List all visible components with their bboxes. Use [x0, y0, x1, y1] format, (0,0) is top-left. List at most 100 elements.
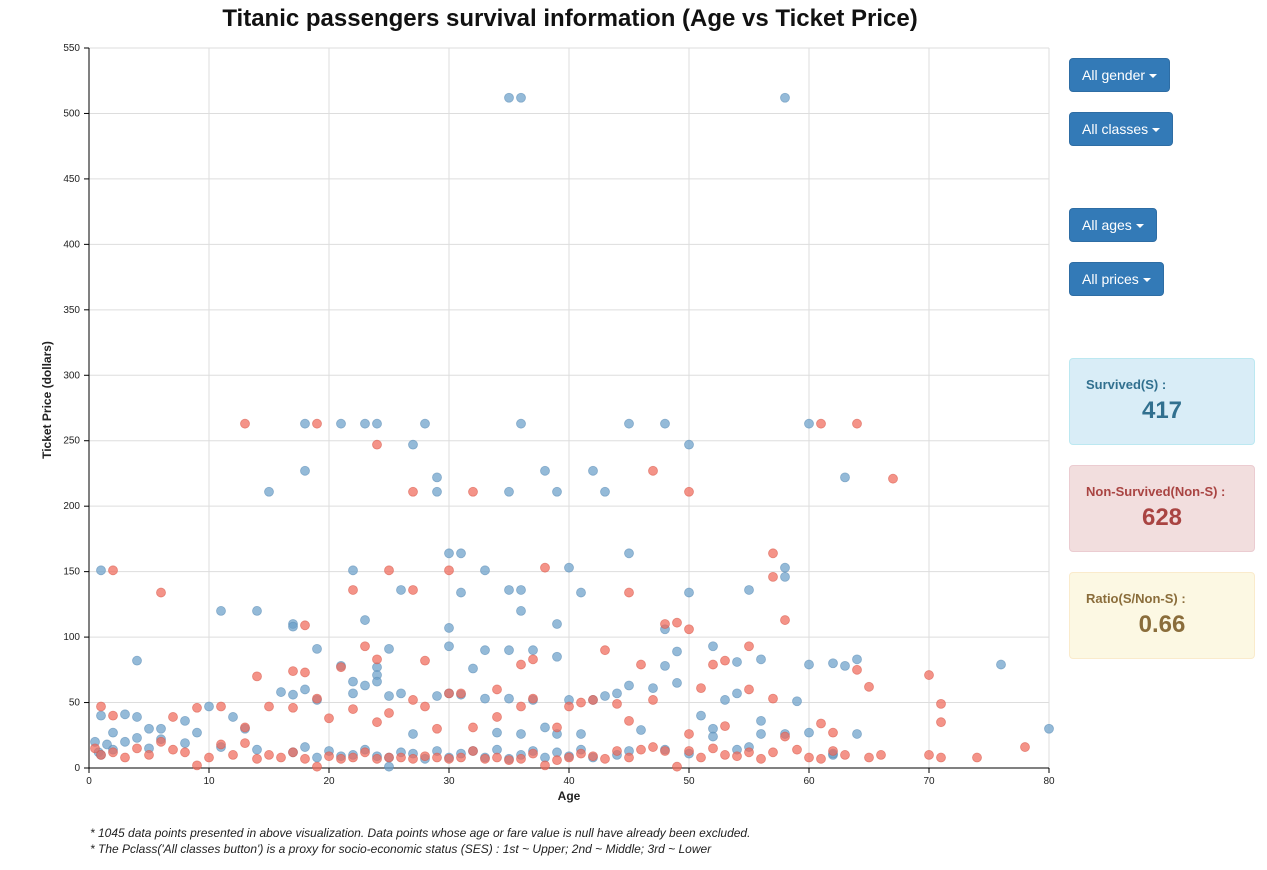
non-survived-point: [372, 717, 382, 728]
survived-point: [384, 643, 394, 654]
non-survived-point: [420, 701, 430, 712]
non-survived-point: [300, 620, 310, 631]
survived-count: 417: [1141, 397, 1183, 424]
survived-point: [504, 693, 514, 704]
non-survived-point: [90, 743, 100, 754]
survived-point: [216, 606, 226, 616]
survived-point: [360, 615, 370, 625]
survived-point: [312, 752, 322, 763]
class-filter-button[interactable]: All classes: [1069, 112, 1174, 146]
non-survived-point: [180, 747, 190, 758]
survived-point: [612, 688, 622, 699]
non-survived-point: [744, 747, 754, 758]
x-tick-label: 70: [923, 776, 935, 787]
non-survived-point: [804, 752, 814, 763]
survived-point: [252, 606, 262, 616]
non-survived-point: [744, 684, 754, 695]
survived-point: [288, 689, 298, 700]
survived-point: [96, 710, 106, 721]
non-survived-point: [768, 548, 778, 559]
non-survived-point: [936, 717, 946, 728]
non-survived-point: [624, 715, 634, 726]
survived-point: [432, 472, 442, 483]
survived-point: [540, 722, 550, 733]
survived-point: [432, 691, 442, 701]
non-survived-point: [828, 746, 838, 756]
non-survived-point: [612, 746, 622, 756]
survived-point: [456, 548, 466, 559]
non-survived-point: [420, 751, 430, 762]
survived-point: [660, 660, 670, 671]
survived-point: [132, 712, 142, 722]
non-survived-point: [264, 750, 274, 760]
non-survived-point: [348, 752, 358, 763]
non-survived-point: [540, 760, 550, 771]
survived-point: [276, 687, 286, 697]
non-survived-point: [552, 722, 562, 733]
non-survived-point: [588, 751, 598, 762]
survived-point: [408, 729, 418, 739]
survived-point: [480, 693, 490, 704]
non-survived-point: [564, 701, 574, 712]
non-survived-point: [408, 585, 418, 595]
non-survived-point: [888, 473, 898, 484]
non-survived-point: [864, 681, 874, 692]
non-survived-point: [288, 747, 298, 758]
x-tick-label: 60: [803, 776, 815, 787]
non-survived-point: [252, 671, 262, 682]
survived-point: [624, 548, 634, 559]
nonsurvived-count: 628: [1141, 504, 1183, 531]
non-survived-point: [408, 753, 418, 764]
non-survived-point: [456, 688, 466, 699]
non-survived-point: [468, 722, 478, 733]
non-survived-point: [768, 693, 778, 704]
non-survived-point: [360, 747, 370, 758]
non-survived-point: [816, 753, 826, 764]
non-survived-point: [516, 701, 526, 712]
survived-point: [504, 585, 514, 595]
non-survived-point: [204, 752, 214, 763]
survived-point: [516, 606, 526, 616]
non-survived-point: [312, 418, 322, 429]
axes: [84, 47, 1050, 773]
survived-point: [132, 655, 142, 666]
non-survived-point: [816, 718, 826, 729]
survived-point: [804, 418, 814, 429]
non-survived-point: [828, 727, 838, 738]
survived-point: [648, 683, 658, 694]
non-survived-point: [312, 693, 322, 704]
non-survived-point: [288, 666, 298, 677]
x-tick-label: 80: [1043, 776, 1055, 787]
non-survived-point: [444, 688, 454, 699]
survived-point: [552, 486, 562, 497]
non-survived-point: [120, 752, 130, 763]
y-tick-label: 550: [63, 43, 80, 54]
non-survived-point: [936, 752, 946, 763]
non-survived-point: [408, 695, 418, 705]
survived-point: [264, 486, 274, 497]
non-survived-point: [336, 662, 346, 673]
non-survived-point: [792, 744, 802, 755]
survived-point: [204, 701, 214, 712]
survived-point: [780, 92, 790, 103]
survived-point: [1044, 723, 1054, 734]
x-tick-label: 20: [323, 776, 335, 787]
survived-point: [852, 654, 862, 665]
non-survived-point: [564, 752, 574, 763]
survived-point: [432, 486, 442, 497]
gender-filter-button[interactable]: All gender: [1069, 58, 1171, 92]
non-survived-point: [528, 654, 538, 665]
survived-point: [348, 565, 358, 576]
y-axis-title: Ticket Price (dollars): [40, 341, 54, 459]
price-filter-button[interactable]: All prices: [1069, 262, 1164, 296]
non-survived-point: [492, 684, 502, 695]
age-filter-button[interactable]: All ages: [1069, 208, 1157, 242]
x-axis-title: Age: [558, 789, 581, 803]
non-survived-point: [372, 753, 382, 764]
survived-point: [468, 663, 478, 674]
non-survived-point: [864, 752, 874, 763]
non-survived-point: [516, 753, 526, 764]
non-survived-point: [324, 751, 334, 762]
survived-point: [132, 732, 142, 743]
survived-point: [444, 641, 454, 652]
